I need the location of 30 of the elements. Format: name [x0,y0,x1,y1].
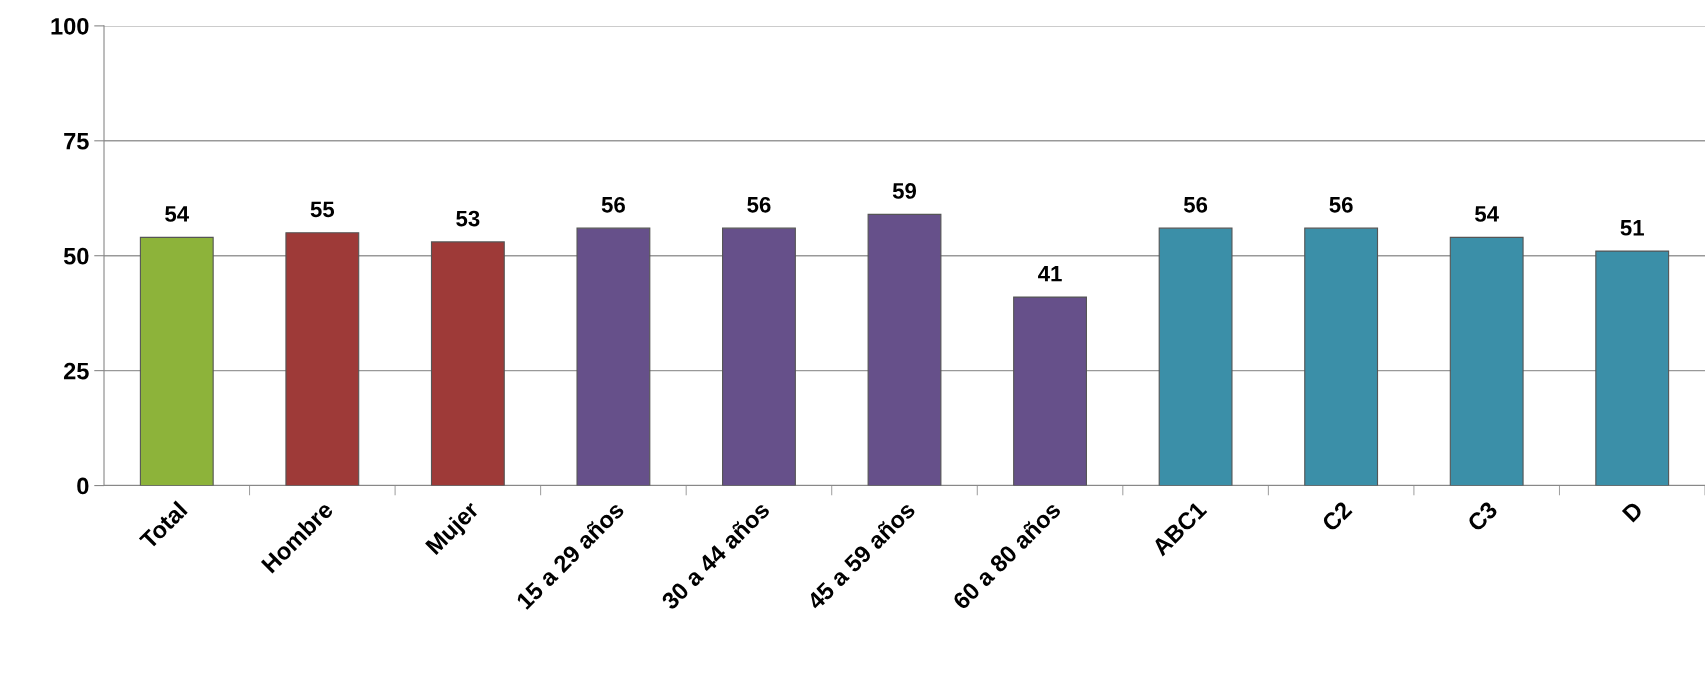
bar [867,213,942,486]
bar [1595,250,1670,486]
data-label: 56 [747,196,771,213]
y-tick-label: 50 [63,247,89,265]
data-label: 51 [1620,220,1644,236]
data-label: 54 [165,206,190,222]
bar [1158,227,1233,486]
bar [430,241,505,486]
data-label: 41 [1038,266,1062,282]
bar [1304,227,1379,486]
x-tick-label: C2 [1320,500,1353,533]
bar [1013,296,1087,486]
data-label: 56 [601,196,625,213]
bar [1449,236,1524,486]
bar [285,232,360,486]
y-tick-label: 75 [64,133,89,150]
x-tick-label: C3 [1466,500,1499,533]
data-label: 53 [456,210,480,227]
data-label: 59 [892,183,917,199]
bar [722,227,796,486]
x-tick-label: D [1621,500,1644,523]
data-label: 54 [1475,206,1499,222]
y-tick-label: 0 [77,477,89,495]
data-label: 56 [1183,196,1208,213]
data-label: 56 [1329,196,1353,213]
bar [576,227,651,486]
data-label: 55 [310,201,335,218]
bar [139,236,214,486]
y-tick-label: 25 [63,362,89,380]
y-tick-label: 100 [51,17,89,35]
